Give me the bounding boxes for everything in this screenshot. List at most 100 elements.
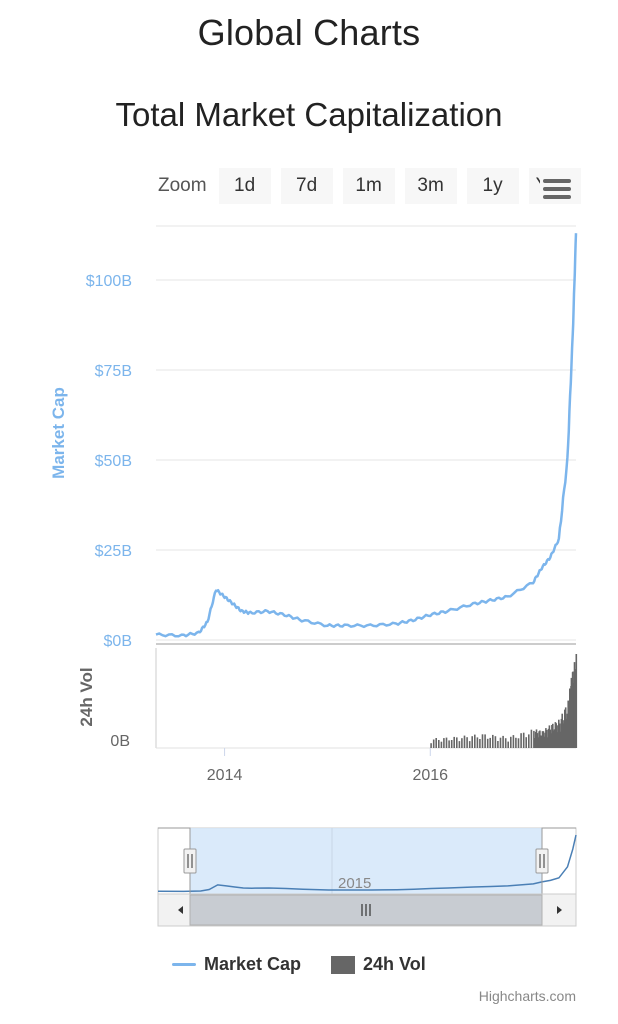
- volume-bar: [450, 740, 453, 748]
- legend-box-swatch: [331, 955, 356, 974]
- legend-item-24h-vol[interactable]: 24h Vol: [331, 954, 426, 975]
- y-axis-label-24h-vol: 24h Vol: [77, 667, 96, 726]
- volume-bar: [542, 731, 545, 748]
- navigator-right-handle[interactable]: [535, 848, 549, 874]
- zoom-button-1y[interactable]: 1y: [466, 168, 519, 204]
- volume-bar: [520, 733, 522, 748]
- volume-bar: [546, 730, 548, 748]
- zoom-bar: Zoom 1d7d1m3m1yYTD: [158, 168, 596, 204]
- volume-bar: [497, 741, 499, 748]
- volume-bar: [555, 723, 557, 748]
- volume-bar: [502, 735, 504, 748]
- volume-bar: [575, 654, 578, 748]
- volume-bar: [430, 743, 432, 748]
- volume-bar: [510, 736, 512, 748]
- volume-bar: [547, 728, 550, 748]
- volume-bar: [534, 738, 536, 748]
- volume-bar: [566, 713, 569, 748]
- zoom-button-1m[interactable]: 1m: [342, 168, 395, 204]
- volume-bar: [494, 736, 497, 748]
- volume-bar: [530, 729, 533, 748]
- volume-bar: [548, 725, 551, 748]
- volume-bar: [539, 730, 541, 748]
- volume-bar: [540, 735, 542, 748]
- volume-bar: [549, 729, 551, 748]
- volume-bar: [486, 738, 489, 748]
- volume-bar: [525, 737, 527, 748]
- zoom-button-1d[interactable]: 1d: [218, 168, 271, 204]
- volume-bar: [553, 729, 556, 748]
- navigator-tick-label: 2015: [338, 875, 371, 892]
- legend-label-market-cap: Market Cap: [204, 954, 302, 974]
- volume-bar: [448, 740, 450, 748]
- volume-bar: [551, 725, 553, 748]
- legend-line-swatch: [172, 963, 196, 966]
- volume-bar: [536, 733, 539, 748]
- page-title: Global Charts: [197, 12, 421, 53]
- volume-bar: [507, 741, 509, 748]
- y-tick-label: $100B: [86, 273, 132, 290]
- y-tick-label: $0B: [104, 633, 132, 650]
- volume-bar: [445, 737, 448, 748]
- market-cap-series-line: [155, 233, 578, 638]
- legend-label-24h-vol: 24h Vol: [363, 954, 426, 974]
- navigator-left-handle[interactable]: [183, 848, 197, 874]
- volume-bar: [466, 737, 468, 748]
- volume-bar: [440, 741, 443, 748]
- volume-bar: [476, 737, 479, 748]
- volume-bar: [484, 734, 486, 748]
- legend: Market Cap 24h Vol: [172, 954, 426, 975]
- x-tick-label: 2014: [207, 767, 243, 784]
- y-tick-label: $75B: [95, 363, 132, 380]
- volume-bar: [463, 735, 466, 748]
- volume-bar: [561, 713, 563, 748]
- volume-bar: [438, 740, 440, 748]
- volume-bar: [545, 728, 547, 748]
- scroll-right-arrow-icon[interactable]: [557, 906, 562, 914]
- zoom-button-7d[interactable]: 7d: [280, 168, 333, 204]
- x-tick-label: 2016: [412, 767, 448, 784]
- navigator-series-line: [157, 834, 577, 893]
- volume-bar: [557, 725, 559, 748]
- chart-title: Total Market Capitalization: [115, 96, 503, 133]
- volume-bar: [443, 738, 445, 748]
- volume-bar: [499, 737, 502, 748]
- volume-bar: [432, 739, 435, 748]
- volume-bar: [492, 734, 494, 748]
- y-tick-label: $25B: [95, 543, 132, 560]
- volume-bar: [512, 735, 515, 748]
- legend-item-market-cap[interactable]: Market Cap: [172, 954, 301, 975]
- volume-bar: [504, 738, 507, 748]
- volume-bar: [456, 737, 458, 748]
- volume-bar: [461, 738, 463, 748]
- volume-bar: [552, 723, 554, 748]
- volume-bar: [474, 734, 476, 748]
- volume-bar: [481, 734, 484, 748]
- navigator-selection: [190, 828, 542, 894]
- zoom-button-3m[interactable]: 3m: [404, 168, 457, 204]
- volume-bar: [535, 729, 538, 748]
- y-tick-label: $50B: [95, 453, 132, 470]
- volume-bar: [554, 722, 557, 748]
- volume-bar: [559, 731, 562, 748]
- volume-bar: [522, 732, 525, 748]
- volume-bar: [560, 718, 563, 748]
- volume-bar: [435, 738, 437, 748]
- highcharts-credit[interactable]: Highcharts.com: [478, 988, 576, 1004]
- volume-y-tick-label: 0B: [110, 733, 130, 750]
- volume-bar: [453, 736, 455, 748]
- volume-bar: [558, 719, 560, 748]
- volume-bar: [537, 737, 539, 748]
- hamburger-menu-icon[interactable]: [540, 176, 574, 202]
- volume-bar: [541, 731, 544, 748]
- volume-bar: [468, 741, 471, 748]
- scroll-left-arrow-icon[interactable]: [178, 906, 183, 914]
- zoom-label: Zoom: [158, 175, 207, 196]
- volume-bar: [489, 737, 491, 748]
- volume-bar: [528, 734, 530, 748]
- volume-bar: [458, 741, 461, 748]
- volume-bar: [471, 736, 473, 748]
- volume-bar: [564, 709, 566, 748]
- volume-bar: [517, 738, 520, 748]
